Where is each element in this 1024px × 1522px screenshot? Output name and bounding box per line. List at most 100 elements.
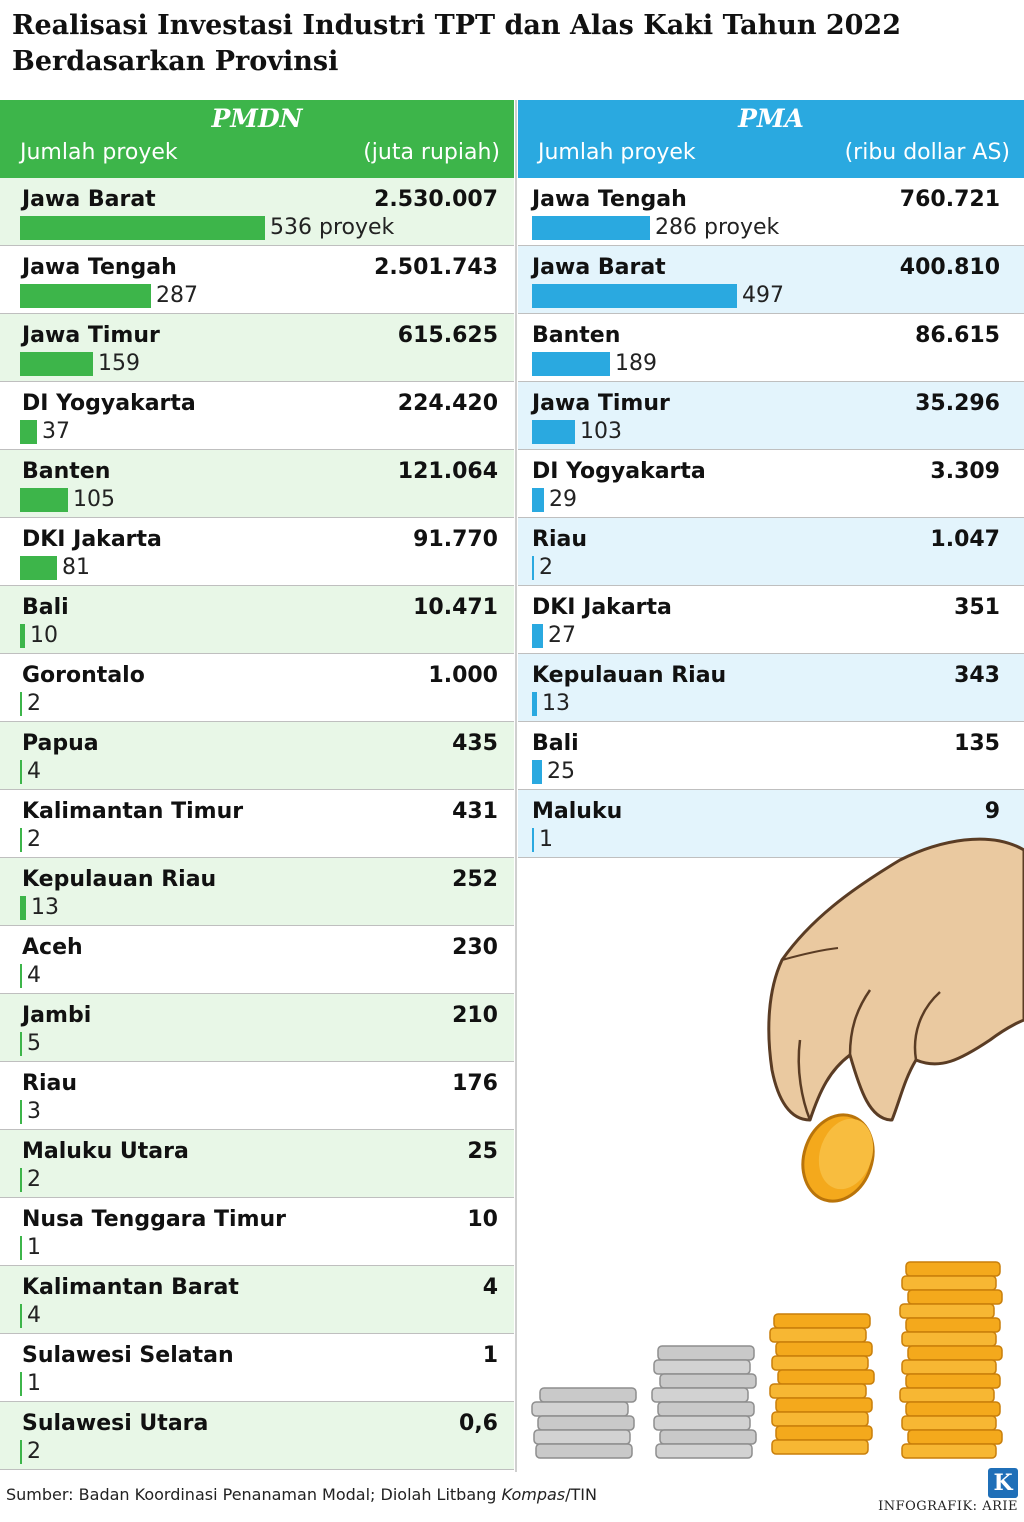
investment-value: 4 <box>482 1275 498 1300</box>
province-name: Aceh <box>22 935 83 960</box>
project-count-bar <box>532 556 534 580</box>
project-count-bar <box>20 1100 22 1124</box>
investment-value: 224.420 <box>397 391 498 416</box>
pma-rows: Jawa Tengah 760.721 286 proyek Jawa Barat 40… <box>518 178 1024 858</box>
project-count-label: 13 <box>31 895 59 920</box>
page-title: Realisasi Investasi Industri TPT dan Ala… <box>12 10 902 77</box>
hand-coin-illustration <box>531 837 1024 1459</box>
investment-value: 121.064 <box>397 459 498 484</box>
investment-value: 2.530.007 <box>374 187 498 212</box>
pma-row: Riau 1.047 2 <box>518 518 1024 586</box>
pma-row: Kepulauan Riau 343 13 <box>518 654 1024 722</box>
project-count-bar <box>532 284 737 308</box>
project-count-label: 25 <box>547 759 575 784</box>
pmdn-row: DKI Jakarta 91.770 81 <box>0 518 514 586</box>
project-count-bar <box>532 760 542 784</box>
project-count-bar <box>20 284 151 308</box>
investment-value: 351 <box>954 595 1000 620</box>
pma-row: Jawa Barat 400.810 497 <box>518 246 1024 314</box>
project-count-bar <box>532 420 575 444</box>
province-name: Gorontalo <box>22 663 145 688</box>
project-count-label: 1 <box>27 1235 41 1260</box>
investment-value: 2.501.743 <box>374 255 498 280</box>
pma-row: Bali 135 25 <box>518 722 1024 790</box>
project-count-label: 2 <box>539 555 553 580</box>
project-count-bar <box>532 828 534 852</box>
pma-row: DKI Jakarta 351 27 <box>518 586 1024 654</box>
project-count-bar <box>20 420 37 444</box>
pmdn-row: Gorontalo 1.000 2 <box>0 654 514 722</box>
pma-row: Jawa Tengah 760.721 286 proyek <box>518 178 1024 246</box>
pmdn-panel: PMDN Jumlah proyek (juta rupiah) Jawa Ba… <box>0 100 514 1470</box>
investment-value: 343 <box>954 663 1000 688</box>
investment-value: 3.309 <box>930 459 1000 484</box>
project-count-bar <box>20 1372 22 1396</box>
project-count-bar <box>20 624 25 648</box>
investment-value: 1 <box>482 1343 498 1368</box>
pmdn-row: Kalimantan Barat 4 4 <box>0 1266 514 1334</box>
province-name: DI Yogyakarta <box>532 459 706 484</box>
province-name: Sulawesi Selatan <box>22 1343 234 1368</box>
province-name: DI Yogyakarta <box>22 391 196 416</box>
project-count-label: 2 <box>27 691 41 716</box>
project-count-label: 2 <box>27 1167 41 1192</box>
investment-value: 760.721 <box>899 187 1000 212</box>
kompas-logo-icon: K <box>988 1468 1018 1498</box>
project-count-bar <box>20 216 265 240</box>
pmdn-row: Nusa Tenggara Timur 10 1 <box>0 1198 514 1266</box>
pmdn-row: Jambi 210 5 <box>0 994 514 1062</box>
province-name: Banten <box>22 459 111 484</box>
investment-value: 176 <box>452 1071 498 1096</box>
pma-subtitle-unit: (ribu dollar AS) <box>844 140 1010 165</box>
investment-value: 1.000 <box>428 663 498 688</box>
pmdn-row: Banten 121.064 105 <box>0 450 514 518</box>
project-count-bar <box>20 828 22 852</box>
province-name: Maluku <box>532 799 623 824</box>
pma-title: PMA <box>738 104 804 133</box>
project-count-label: 10 <box>30 623 58 648</box>
project-count-label: 159 <box>98 351 140 376</box>
project-count-bar <box>20 556 57 580</box>
pmdn-header: PMDN Jumlah proyek (juta rupiah) <box>0 100 514 178</box>
province-name: Bali <box>532 731 579 756</box>
province-name: Sulawesi Utara <box>22 1411 209 1436</box>
project-count-bar <box>532 352 610 376</box>
project-count-bar <box>532 692 537 716</box>
province-name: Kepulauan Riau <box>22 867 217 892</box>
project-count-label: 1 <box>27 1371 41 1396</box>
province-name: Maluku Utara <box>22 1139 189 1164</box>
investment-value: 10 <box>467 1207 498 1232</box>
project-count-label: 2 <box>27 1439 41 1464</box>
coin-stack-silver-tall <box>651 1345 757 1459</box>
pmdn-rows: Jawa Barat 2.530.007 536 proyek Jawa Tengah… <box>0 178 514 1470</box>
investment-value: 431 <box>452 799 498 824</box>
investment-value: 135 <box>954 731 1000 756</box>
pmdn-subtitle-unit: (juta rupiah) <box>363 140 500 165</box>
pmdn-title: PMDN <box>211 104 303 133</box>
pma-row: Jawa Timur 35.296 103 <box>518 382 1024 450</box>
project-count-label: 27 <box>548 623 576 648</box>
province-name: Jawa Timur <box>22 323 160 348</box>
province-name: Jambi <box>22 1003 92 1028</box>
infographic-credit: INFOGRAFIK: ARIE <box>878 1499 1018 1514</box>
investment-value: 1.047 <box>930 527 1000 552</box>
investment-value: 25 <box>467 1139 498 1164</box>
province-name: Riau <box>22 1071 77 1096</box>
project-count-label: 37 <box>42 419 70 444</box>
project-count-bar <box>20 964 22 988</box>
pma-panel: PMA Jumlah proyek (ribu dollar AS) Jawa … <box>518 100 1024 858</box>
province-name: DKI Jakarta <box>22 527 162 552</box>
province-name: Kalimantan Barat <box>22 1275 239 1300</box>
investment-value: 86.615 <box>915 323 1000 348</box>
project-count-label: 189 <box>615 351 657 376</box>
coin-stack-gold-medium <box>769 1313 875 1455</box>
pmdn-row: Papua 435 4 <box>0 722 514 790</box>
province-name: Jawa Tengah <box>22 255 177 280</box>
project-count-label: 4 <box>27 963 41 988</box>
province-name: Papua <box>22 731 99 756</box>
pma-header: PMA Jumlah proyek (ribu dollar AS) <box>518 100 1024 178</box>
province-name: Jawa Tengah <box>532 187 687 212</box>
province-name: Jawa Barat <box>532 255 666 280</box>
project-count-bar <box>20 896 26 920</box>
province-name: DKI Jakarta <box>532 595 672 620</box>
